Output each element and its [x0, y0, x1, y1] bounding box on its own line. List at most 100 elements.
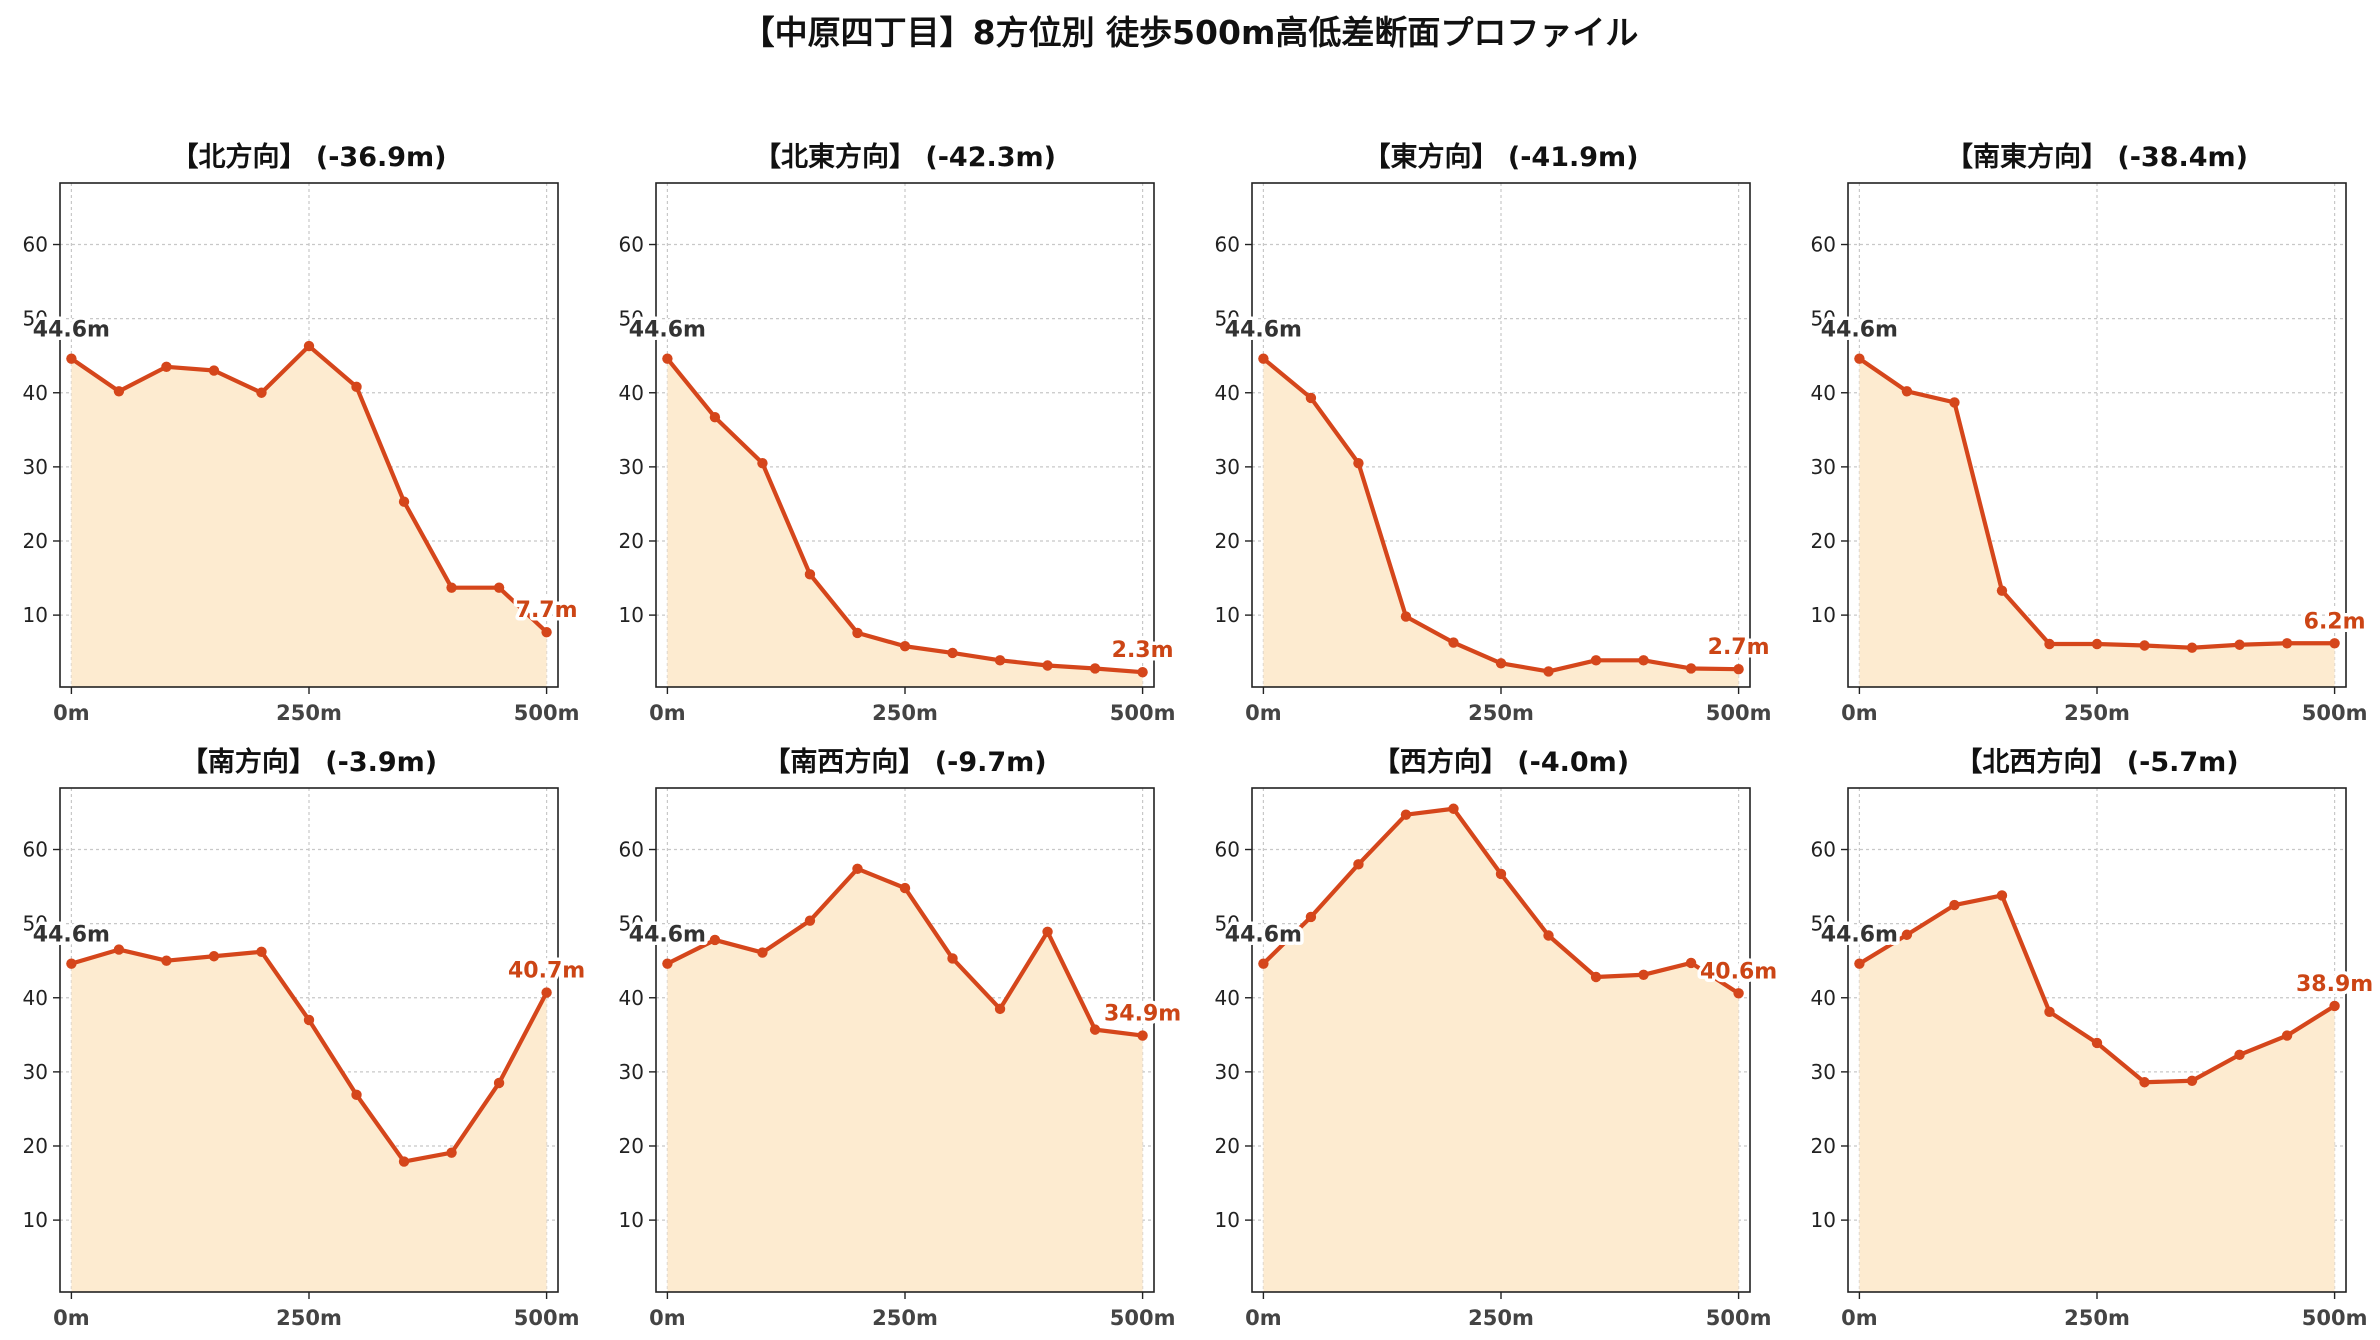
start-elevation-label: 44.6m	[1225, 318, 1302, 343]
start-elevation-label: 44.6m	[1821, 923, 1898, 948]
data-point	[804, 569, 816, 580]
data-point	[66, 958, 77, 969]
x-tick-label: 250m	[2064, 1306, 2130, 1330]
data-point	[1996, 890, 2008, 901]
data-point	[2281, 638, 2293, 649]
data-point	[2186, 642, 2198, 653]
data-point	[493, 582, 505, 593]
data-point	[1400, 611, 1412, 622]
y-tick-label: 20	[23, 529, 48, 553]
data-point	[1854, 353, 1865, 364]
panel-6: 【南西方向】 (-9.7m) 10 20 30 40 50 60 0m 250m 500m 44.6…	[619, 746, 1185, 1330]
x-tick-label: 250m	[276, 1306, 342, 1330]
y-tick-label: 30	[619, 455, 644, 479]
data-point	[2281, 1030, 2293, 1041]
data-point	[208, 365, 220, 376]
y-tick-label: 60	[1215, 233, 1240, 257]
data-point	[446, 582, 457, 593]
data-point	[351, 1089, 362, 1101]
data-point	[1495, 868, 1507, 880]
data-point	[1854, 958, 1865, 969]
x-tick-label: 0m	[53, 1306, 90, 1330]
panel-7: 【西方向】 (-4.0m) 10 20 30 40 50 60 0m 250m 500m 44.6m…	[1215, 746, 1781, 1330]
x-tick-label: 500m	[514, 1306, 580, 1330]
x-tick-label: 500m	[1110, 701, 1176, 725]
data-point	[398, 1156, 410, 1167]
panel-title: 【北西方向】 (-5.7m)	[1955, 746, 2238, 778]
elevation-area	[71, 949, 547, 1292]
y-tick-label: 40	[1811, 381, 1836, 405]
data-point	[662, 958, 673, 969]
y-tick-label: 40	[1215, 986, 1240, 1010]
data-point	[1901, 386, 1913, 397]
data-point	[208, 951, 220, 962]
y-tick-label: 50	[1215, 307, 1240, 331]
x-tick-label: 250m	[872, 701, 938, 725]
y-tick-label: 40	[1215, 381, 1240, 405]
start-elevation-label: 44.6m	[33, 318, 110, 343]
x-tick-label: 0m	[649, 1306, 686, 1330]
elevation-area	[667, 358, 1143, 687]
data-point	[256, 946, 267, 957]
panel-8: 【北西方向】 (-5.7m) 10 20 30 40 50 60 0m 250m 500m 44.6…	[1811, 746, 2377, 1330]
y-tick-label: 30	[23, 1060, 48, 1084]
x-tick-label: 500m	[1706, 1306, 1772, 1330]
data-point	[1042, 660, 1053, 671]
x-tick-label: 500m	[2302, 701, 2368, 725]
data-point	[2329, 1000, 2340, 1012]
panel-2: 【北東方向】 (-42.3m) 10 20 30 40 50 60 0m 250m 500m 44.…	[619, 141, 1178, 725]
data-point	[1996, 585, 2008, 596]
elevation-area	[1263, 358, 1739, 687]
y-tick-label: 50	[619, 912, 644, 936]
data-point	[541, 626, 552, 638]
data-point	[1137, 666, 1148, 678]
data-point	[1543, 930, 1554, 941]
panel-5: 【南方向】 (-3.9m) 10 20 30 40 50 60 0m 250m 500m 44.6m…	[23, 746, 589, 1330]
x-tick-label: 0m	[649, 701, 686, 725]
x-tick-label: 500m	[2302, 1306, 2368, 1330]
data-point	[1949, 899, 1960, 911]
data-point	[1685, 957, 1697, 969]
end-elevation-label: 38.9m	[2296, 972, 2373, 997]
data-point	[852, 627, 863, 639]
data-point	[1258, 958, 1269, 969]
data-point	[541, 987, 552, 998]
x-tick-label: 500m	[1706, 701, 1772, 725]
data-point	[1258, 353, 1269, 364]
end-elevation-label: 7.7m	[516, 598, 578, 623]
data-point	[2044, 1006, 2055, 1018]
y-tick-label: 20	[619, 529, 644, 553]
data-point	[1353, 457, 1364, 469]
data-point	[1901, 929, 1913, 940]
data-point	[1089, 1024, 1101, 1035]
panel-1: 【北方向】 (-36.9m) 10 20 30 40 50 60 0m 250m 500m 44.6…	[23, 141, 582, 725]
data-point	[709, 412, 721, 423]
data-point	[757, 457, 768, 469]
x-tick-label: 0m	[1841, 701, 1878, 725]
data-point	[1543, 666, 1554, 677]
y-tick-label: 40	[619, 381, 644, 405]
data-point	[852, 863, 863, 874]
data-point	[947, 647, 958, 659]
data-point	[1638, 655, 1649, 666]
data-point	[2234, 1049, 2245, 1061]
y-tick-label: 30	[619, 1060, 644, 1084]
data-point	[1137, 1030, 1148, 1041]
panel-title: 【南西方向】 (-9.7m)	[763, 746, 1046, 778]
data-point	[2091, 1037, 2103, 1049]
panel-title: 【北東方向】 (-42.3m)	[754, 141, 1056, 173]
data-point	[709, 934, 721, 946]
data-point	[1590, 655, 1602, 666]
panel-3: 【東方向】 (-41.9m) 10 20 30 40 50 60 0m 250m 500m 44.6…	[1215, 141, 1774, 725]
y-tick-label: 10	[23, 603, 48, 627]
y-tick-label: 30	[1811, 455, 1836, 479]
data-point	[757, 947, 768, 958]
figure-title: 【中原四丁目】8方位別 徒歩500m高低差断面プロファイル	[742, 13, 1639, 52]
y-tick-label: 30	[1811, 1060, 1836, 1084]
data-point	[446, 1147, 457, 1158]
data-point	[2186, 1075, 2198, 1086]
end-elevation-label: 2.3m	[1112, 638, 1174, 663]
y-tick-label: 30	[1215, 455, 1240, 479]
data-point	[1089, 663, 1101, 674]
